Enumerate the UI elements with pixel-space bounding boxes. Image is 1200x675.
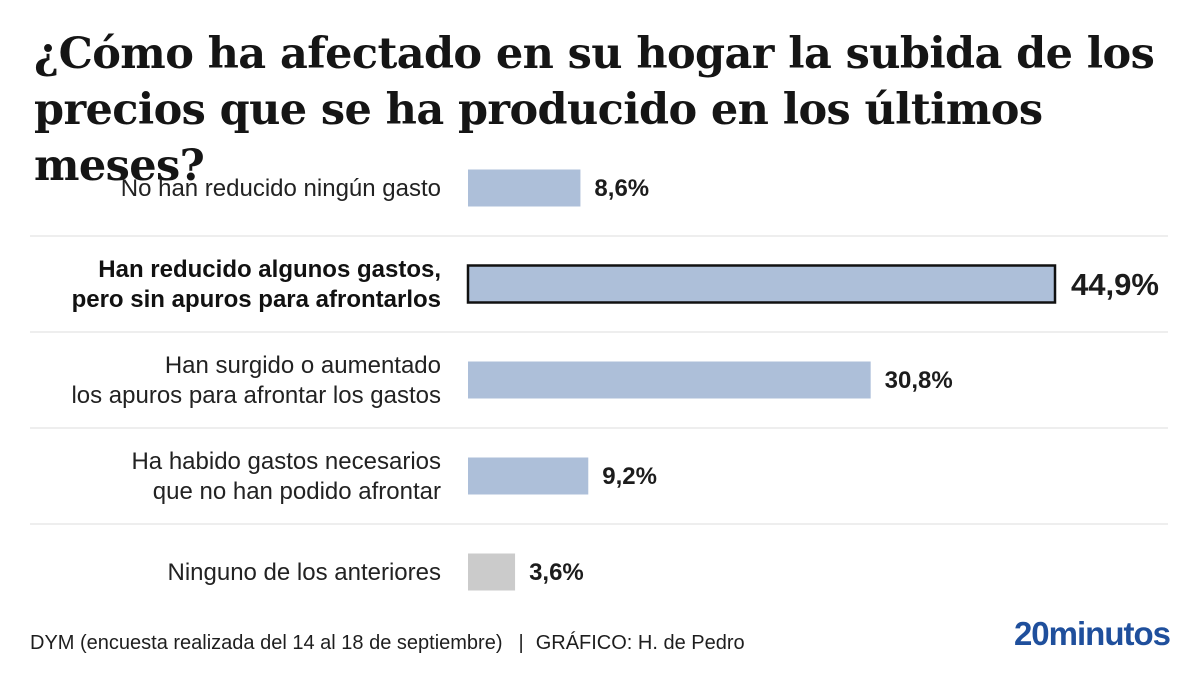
value-label: 30,8% (885, 367, 953, 394)
value-label: 3,6% (529, 559, 584, 586)
footer-separator: | (518, 632, 524, 654)
footer-source: DYM (encuesta realizada del 14 al 18 de … (30, 632, 745, 655)
bar (468, 553, 516, 591)
credit-text: GRÁFICO: H. de Pedro (535, 632, 745, 654)
bar (468, 457, 589, 495)
category-label: Han surgido o aumentado los apuros para a… (71, 352, 441, 409)
value-label: 9,2% (602, 463, 657, 490)
bar (468, 169, 581, 207)
category-label: Ha habido gastos necesarios que no han po… (131, 448, 441, 505)
bar (468, 361, 871, 399)
source-text: DYM (encuesta realizada del 14 al 18 de … (30, 632, 503, 654)
value-label: 8,6% (594, 175, 649, 202)
value-label: 44,9% (1071, 267, 1159, 302)
brand-logo: 20minutos (1013, 615, 1171, 652)
category-label: Ninguno de los anteriores (167, 559, 441, 586)
chart-title: ¿Cómo ha afectado en su hogar la subida … (34, 29, 1155, 191)
category-label: No han reducido ningún gasto (121, 175, 441, 202)
category-label: Han reducido algunos gastos, pero sin apu… (72, 256, 441, 313)
bar (466, 264, 1057, 304)
